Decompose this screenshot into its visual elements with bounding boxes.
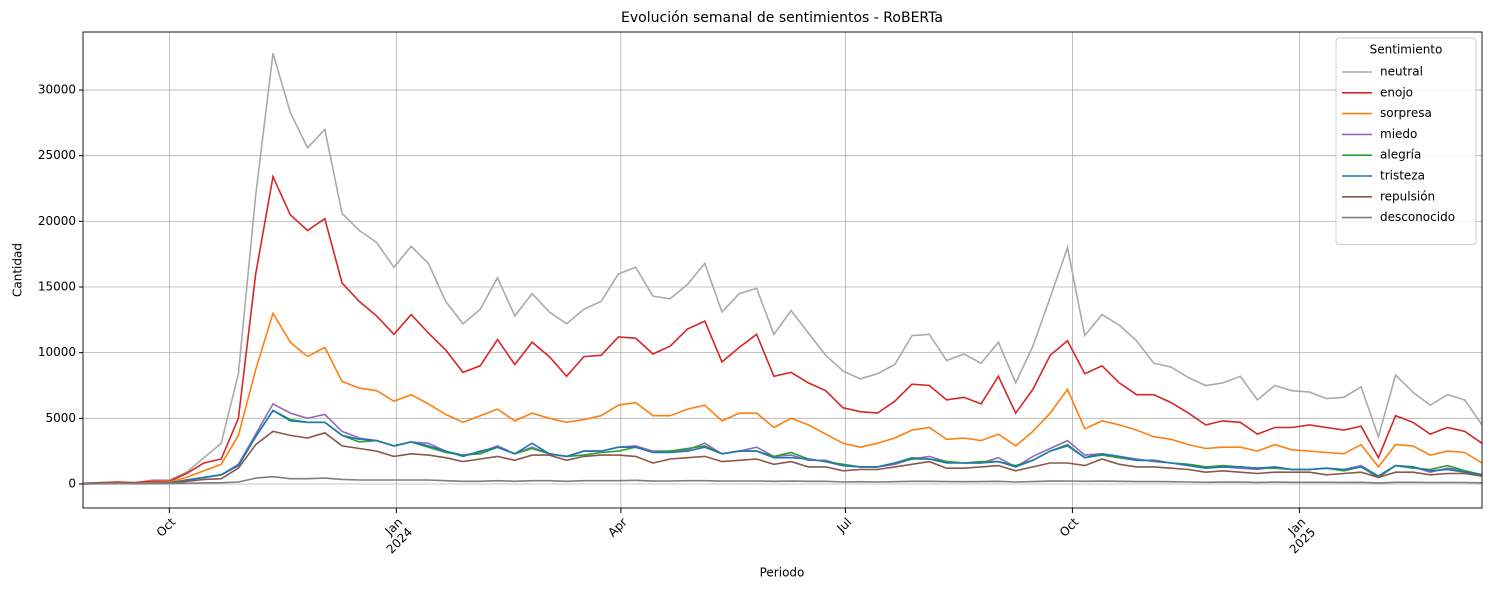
- series-line: [82, 53, 1483, 485]
- x-tick-label: Jan2024: [373, 515, 414, 556]
- y-axis-label: Cantidad: [11, 243, 25, 297]
- y-tick-label: 25000: [38, 148, 76, 162]
- y-tick-label: 5000: [45, 411, 76, 425]
- legend-label: alegría: [1380, 148, 1421, 162]
- plot-frame: [82, 31, 1483, 509]
- series-line: [82, 311, 1483, 485]
- y-tick-label: 10000: [38, 345, 76, 359]
- legend-label: desconocido: [1380, 210, 1455, 224]
- series-line: [82, 174, 1483, 485]
- legend-label: miedo: [1380, 127, 1417, 141]
- x-tick-label-line: Jul: [833, 515, 854, 536]
- legend-label: repulsión: [1380, 189, 1435, 203]
- legend-label: tristeza: [1380, 169, 1425, 183]
- y-tick-label: 30000: [38, 83, 76, 97]
- y-tick-label: 15000: [38, 280, 76, 294]
- x-tick-label: Oct: [153, 514, 178, 539]
- legend-label: enojo: [1380, 85, 1413, 99]
- series-line: [82, 475, 1483, 485]
- legend-box: [1335, 37, 1477, 245]
- y-tick-label: 20000: [38, 214, 76, 228]
- x-tick-label: Jul: [833, 515, 854, 536]
- chart-title: Evolución semanal de sentimientos - RoBE…: [621, 10, 943, 26]
- series-line: [82, 402, 1483, 485]
- x-axis-label: Periodo: [760, 566, 805, 580]
- x-tick-label: Oct: [1056, 514, 1081, 539]
- series-line: [82, 430, 1483, 485]
- y-tick-label: 0: [68, 476, 76, 490]
- x-tick-label: Apr: [605, 515, 630, 540]
- x-tick-label-line: Oct: [153, 514, 178, 539]
- x-tick-label: Jan2025: [1277, 515, 1318, 556]
- legend-label: sorpresa: [1380, 106, 1432, 120]
- legend-title: Sentimiento: [1370, 43, 1443, 57]
- legend-label: neutral: [1380, 65, 1423, 79]
- x-tick-label-line: Oct: [1056, 514, 1081, 539]
- x-tick-label-line: Apr: [605, 515, 630, 540]
- series-line: [82, 409, 1483, 485]
